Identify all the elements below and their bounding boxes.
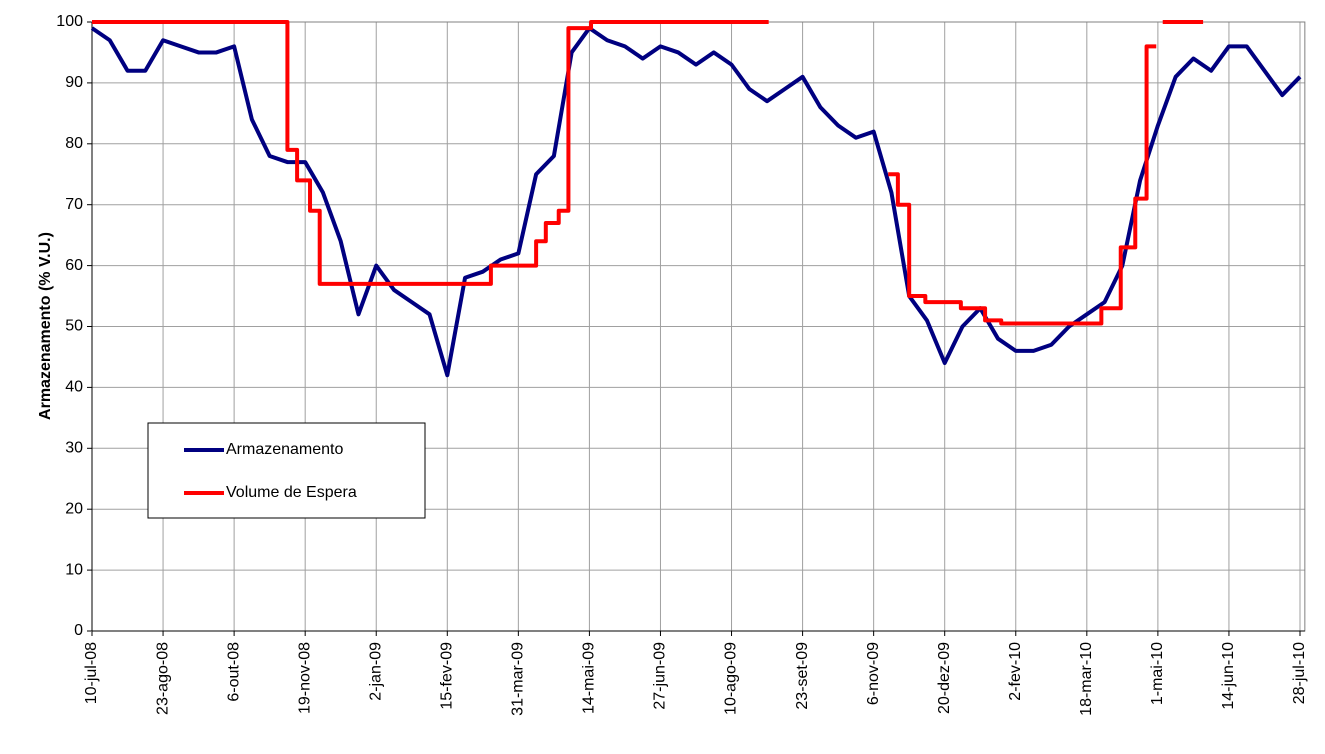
x-tick-label: 19-nov-08 xyxy=(296,642,313,714)
y-tick-label: 30 xyxy=(65,440,83,457)
x-tick-label: 2-jan-09 xyxy=(367,642,384,701)
x-tick-label: 14-mai-09 xyxy=(581,642,598,714)
legend: Armazenamento Volume de Espera xyxy=(147,422,426,519)
y-tick-label: 70 xyxy=(65,196,83,213)
x-tick-label: 1-mai-10 xyxy=(1149,642,1166,705)
y-tick-label: 0 xyxy=(74,622,83,639)
series-line xyxy=(90,26,1302,378)
x-tick-label: 27-jun-09 xyxy=(652,642,669,710)
x-tick-label: 2-fev-10 xyxy=(1007,642,1024,701)
x-tick-label: 15-fev-09 xyxy=(439,642,456,710)
y-tick-label: 100 xyxy=(56,13,83,30)
legend-label: Armazenamento xyxy=(226,441,343,458)
x-tick-label: 6-nov-09 xyxy=(865,642,882,705)
y-tick-label: 80 xyxy=(65,135,83,152)
x-tick-label: 10-ago-09 xyxy=(723,642,740,715)
x-tick-label: 20-dez-09 xyxy=(936,642,953,714)
legend-label: Volume de Espera xyxy=(226,484,357,501)
y-tick-label: 10 xyxy=(65,561,83,578)
series-line xyxy=(92,20,1204,326)
y-tick-label: 50 xyxy=(65,318,83,335)
x-tick-label: 28-jul-10 xyxy=(1291,642,1308,704)
x-tick-label: 18-mar-10 xyxy=(1078,642,1095,716)
x-tick-label: 31-mar-09 xyxy=(510,642,527,716)
legend-box xyxy=(147,422,426,519)
y-tick-label: 20 xyxy=(65,500,83,517)
y-tick-label: 40 xyxy=(65,379,83,396)
x-tick-label: 23-set-09 xyxy=(794,642,811,710)
x-tick-label: 10-jul-08 xyxy=(83,642,100,704)
y-tick-label: 90 xyxy=(65,74,83,91)
x-tick-label: 6-out-08 xyxy=(225,642,242,702)
x-tick-label: 23-ago-08 xyxy=(154,642,171,715)
x-tick-label: 14-jun-10 xyxy=(1220,642,1237,710)
y-axis-label: Armazenamento (% V.U.) xyxy=(37,232,54,420)
y-tick-label: 60 xyxy=(65,257,83,274)
